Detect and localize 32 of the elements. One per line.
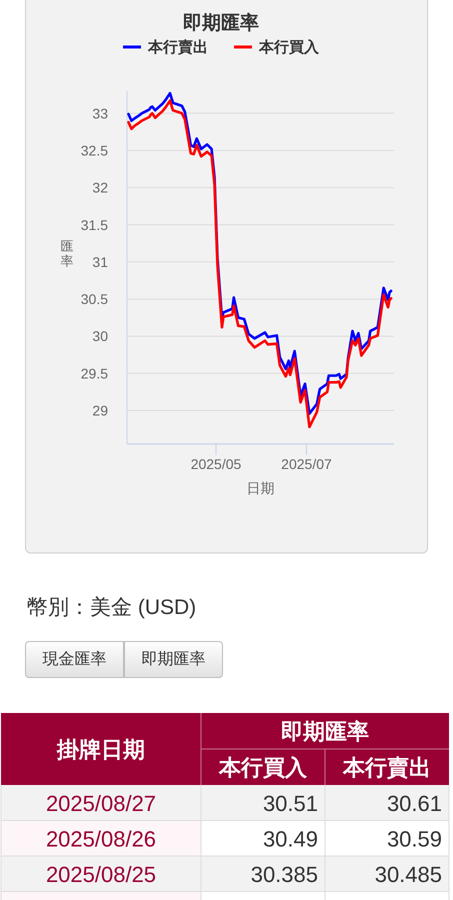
- y-tick-label: 29: [92, 402, 108, 419]
- data-label: 30.485: [374, 862, 442, 887]
- text: 即期匯率: [124, 641, 223, 678]
- y-tick-label: 29.5: [80, 365, 108, 382]
- data-label: 30.51: [262, 791, 318, 816]
- text: 掛牌日期: [56, 737, 145, 762]
- data-label: 30.59: [386, 826, 442, 852]
- text: 現金匯率: [25, 641, 124, 678]
- category-label: 2025/08/26: [46, 826, 156, 852]
- y-tick-label: 30: [92, 328, 108, 344]
- series-label: 本行買入: [218, 755, 308, 780]
- y-tick-label: 32.5: [80, 142, 108, 158]
- legend-label: 本行賣出: [342, 755, 431, 780]
- data-label: 30.61: [386, 791, 442, 816]
- category-label: 2025/08/27: [46, 791, 156, 816]
- legend-label: 本行買入: [258, 39, 320, 56]
- data-label: 30.49: [262, 826, 318, 852]
- y-tick-label: 32: [92, 180, 108, 196]
- y-tick-label: 30.5: [80, 291, 108, 308]
- x-axis-title: 日期: [246, 480, 274, 496]
- x-tick-label: 2025/07: [281, 456, 332, 472]
- legend-title: 即期匯率: [281, 719, 369, 744]
- x-tick-label: 2025/05: [190, 456, 242, 472]
- chart-title: 即期匯率: [183, 12, 259, 34]
- data-label: 30.385: [250, 862, 318, 887]
- y-tick-label: 33: [92, 105, 108, 122]
- y-axis-title: 匯率: [60, 238, 74, 268]
- category-label: 2025/08/25: [46, 862, 156, 887]
- legend-label: 本行賣出: [147, 39, 208, 56]
- y-tick-label: 31.5: [80, 216, 108, 233]
- text: 幣別：美金 (USD): [27, 596, 196, 619]
- y-tick-label: 31: [92, 254, 108, 270]
